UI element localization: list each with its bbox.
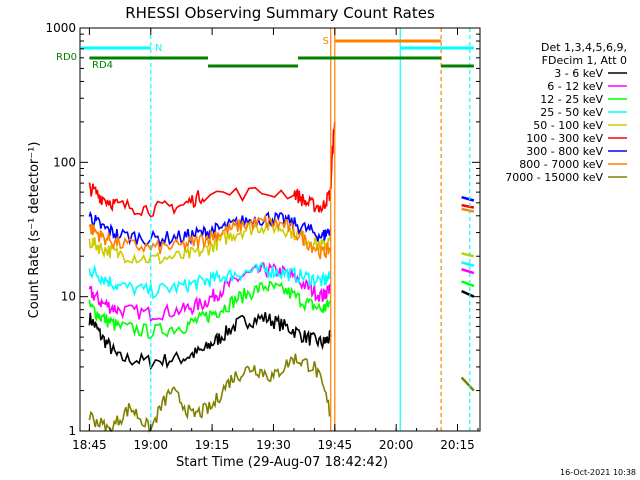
data-gap	[334, 28, 462, 431]
legend-label-8: 7000 - 15000 keV	[505, 171, 603, 184]
y-tick-label-0: 1	[68, 424, 76, 438]
background-bands	[334, 28, 462, 431]
axis-ticks: 18:45 19:00 19:15 19:30 19:45 20:00 20:15 1 10 10…	[45, 21, 480, 452]
series-line-7	[88, 213, 332, 260]
series-line-8	[88, 353, 331, 433]
legend-label-7: 800 - 7000 keV	[519, 158, 603, 171]
after-gap-segment-6	[461, 280, 475, 288]
generation-timestamp: 16-Oct-2021 10:38	[560, 468, 636, 477]
legend: Det 1,3,4,5,6,9, FDecim 1, Att 0 3 - 6 k…	[505, 41, 627, 184]
x-tick-label-5: 20:00	[379, 438, 414, 452]
after-gap-segment-8	[460, 376, 475, 392]
x-tick-label-0: 18:45	[72, 438, 107, 452]
x-tick-label-2: 19:15	[195, 438, 230, 452]
legend-label-2: 12 - 25 keV	[540, 93, 603, 106]
series-line-1	[88, 262, 332, 323]
after-gap-segment-3	[461, 252, 475, 258]
after-gap-segment-2	[461, 207, 475, 213]
y-tick-label-3: 1000	[45, 21, 76, 35]
legend-label-1: 6 - 12 keV	[547, 80, 603, 93]
x-tick-label-6: 20:15	[440, 438, 475, 452]
series-line-0	[88, 312, 332, 371]
legend-header-2: FDecim 1, Att 0	[542, 54, 627, 67]
annotation-label-rd4: RD4	[92, 60, 113, 71]
event-markers: N S RD0 RD4	[56, 28, 471, 431]
y-axis-label: Count Rate (s⁻¹ detector⁻¹)	[27, 142, 42, 319]
legend-label-3: 25 - 50 keV	[540, 106, 603, 119]
after-gap-segment-0	[461, 196, 475, 202]
after-gap-segment-1	[461, 203, 475, 209]
series-line-3	[88, 261, 332, 300]
legend-label-4: 50 - 100 keV	[533, 119, 603, 132]
x-tick-label-4: 19:45	[318, 438, 353, 452]
y-tick-label-2: 100	[53, 155, 76, 169]
after-gap-segment-4	[461, 261, 475, 267]
chart-title: RHESSI Observing Summary Count Rates	[125, 4, 435, 22]
after-gap-segment-5	[461, 268, 475, 275]
legend-label-0: 3 - 6 keV	[554, 67, 603, 80]
legend-label-6: 300 - 800 keV	[526, 145, 603, 158]
legend-header-1: Det 1,3,4,5,6,9,	[541, 41, 627, 54]
series-line-2	[88, 280, 332, 339]
series-group	[88, 121, 475, 433]
annotation-label-s: S	[323, 36, 329, 47]
after-gap-segment-7	[461, 289, 475, 298]
series-line-5	[88, 121, 336, 218]
annotation-label-rd0: RD0	[56, 52, 77, 63]
status-bars	[81, 39, 474, 68]
x-tick-label-1: 19:00	[133, 438, 168, 452]
x-tick-label-3: 19:30	[256, 438, 291, 452]
annotation-label-n: N	[155, 43, 162, 54]
legend-label-5: 100 - 300 keV	[526, 132, 603, 145]
y-tick-label-1: 10	[61, 290, 76, 304]
x-axis-label: Start Time (29-Aug-07 18:42:42)	[176, 455, 388, 470]
plot-frame	[79, 27, 481, 432]
